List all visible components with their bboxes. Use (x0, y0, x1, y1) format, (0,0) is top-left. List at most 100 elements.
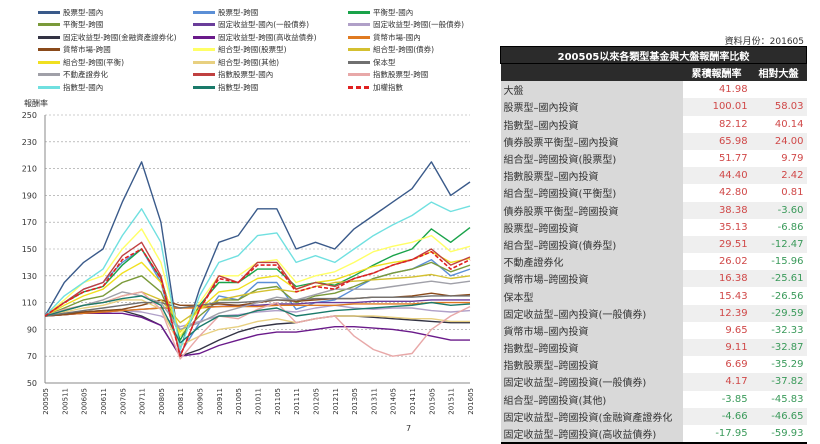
series-line (44, 312, 470, 357)
fund-type-cell: 固定收益型–跨國投資(金融資產證券化 (500, 407, 683, 425)
legend-label: 不動產證券化 (63, 70, 108, 80)
legend-swatch (193, 85, 215, 89)
legend-item: 不動產證券化 (38, 69, 193, 82)
relative-return-cell: -59.93 (771, 428, 804, 440)
legend-label: 股票型-國內 (63, 7, 104, 17)
cumulative-return-cell: 35.13 (718, 221, 748, 233)
series-line (44, 273, 471, 324)
legend-swatch (38, 60, 60, 64)
fund-type-cell: 債券股票平衡型–跨國投資 (500, 201, 683, 219)
cumulative-return-cell: 51.77 (718, 153, 748, 165)
table-row: 指數型–國內投資 82.12 40.14 (500, 115, 807, 133)
legend-label: 固定收益型-跨國(一般債券) (373, 20, 465, 30)
legend-item: 股票型-國內 (38, 6, 193, 19)
legend-label: 組合型-跨國(債券) (373, 45, 435, 55)
header-relative-to-market: 相對大盤 (750, 63, 807, 82)
series-line (44, 161, 471, 351)
x-tick-label: 201311 (370, 388, 378, 415)
x-tick-label: 201405 (390, 388, 398, 415)
table-row: 大盤 41.98 (500, 81, 807, 99)
fund-type-cell: 固定收益型–跨國投資(一般債券) (500, 373, 683, 391)
series-line (44, 301, 470, 317)
y-tick-label: 250 (22, 111, 37, 120)
y-tick-label: 230 (22, 138, 37, 147)
series-line (44, 304, 471, 328)
series-line (44, 309, 470, 357)
legend-item: 平衡型-跨國 (38, 19, 193, 32)
legend-label: 固定收益型-跨國(金融資產證券化) (63, 32, 177, 42)
table-row: 貨幣市場–跨國投資 16.38 -25.61 (500, 270, 807, 288)
cumulative-return-cell: -3.85 (721, 393, 748, 405)
legend-swatch (348, 35, 370, 39)
x-tick-label: 201505 (428, 388, 436, 415)
x-tick-label: 200511 (61, 388, 69, 415)
legend-label: 固定收益型-國內(一般債券) (218, 20, 310, 30)
cumulative-return-cell: 12.39 (682, 304, 751, 322)
relative-return-cell: -6.86 (777, 221, 804, 233)
legend-label: 指數型-國內 (63, 82, 104, 92)
fund-type-cell: 股票型–國內投資 (500, 98, 683, 116)
relative-return-cell: -35.29 (771, 359, 804, 371)
relative-return-cell: -32.87 (750, 339, 807, 357)
cumulative-return-cell: 41.98 (718, 84, 748, 96)
relative-return-cell: -12.47 (750, 235, 807, 254)
cumulative-return-cell: -17.95 (715, 428, 748, 440)
x-tick-label: 201511 (448, 388, 456, 415)
legend-swatch (38, 10, 60, 14)
legend-label: 指數股票型-國內 (218, 70, 274, 80)
legend-swatch (193, 35, 215, 39)
legend-label: 股票型-跨國 (218, 7, 259, 17)
table-row: 債券股票平衡型–國內投資 65.98 24.00 (500, 132, 807, 150)
x-tick-label: 201211 (332, 388, 340, 415)
legend-item: 組合型-跨國(平衡) (38, 56, 193, 69)
series-line (44, 291, 471, 360)
x-tick-label: 201111 (293, 388, 301, 415)
fund-type-cell: 組合型–跨國投資(平衡型) (500, 184, 683, 202)
fund-type-cell: 指數型–國內投資 (500, 115, 683, 133)
cumulative-return-cell: 65.98 (682, 132, 751, 150)
y-tick-label: 50 (27, 379, 37, 388)
legend-item: 平衡型-國內 (348, 6, 498, 19)
fund-type-cell: 不動產證券化 (500, 253, 683, 271)
table-row: 指數股票型–跨國投資 6.69 -35.29 (500, 356, 807, 374)
line-chart: 50 70 90 110 130 150 170 190 210 230 250 200505 2005… (22, 111, 475, 415)
table-row: 組合型–跨國投資(其他) -3.85 -45.83 (500, 390, 807, 408)
legend-item: 保本型 (348, 56, 498, 69)
y-tick-label: 90 (27, 325, 37, 334)
cumulative-return-cell: 9.65 (725, 324, 748, 336)
series-line (44, 227, 471, 341)
relative-return-cell (751, 81, 807, 98)
x-tick-label: 201011 (255, 388, 263, 415)
legend-swatch (348, 23, 370, 27)
header-cell (500, 63, 683, 82)
relative-return-cell: -26.56 (771, 290, 804, 302)
legend-label: 固定收益型-跨國(高收益債券) (218, 32, 317, 42)
cumulative-return-cell: 100.01 (682, 98, 751, 116)
cumulative-return-cell: -4.66 (682, 407, 751, 425)
table-row: 債券股票平衡型–跨國投資 38.38 -3.60 (500, 201, 807, 219)
legend-swatch (348, 85, 370, 89)
legend-item: 固定收益型-跨國(金融資產證券化) (38, 31, 193, 44)
table-row: 股票型–跨國投資 35.13 -6.86 (500, 218, 807, 236)
legend-swatch (38, 85, 60, 89)
fund-type-cell: 指數型–跨國投資 (500, 339, 683, 357)
table-row: 固定收益型–跨國投資(金融資產證券化 -4.66 -46.65 (500, 407, 807, 425)
table-row: 指數股票型–國內投資 44.40 2.42 (500, 167, 807, 185)
series-line (44, 248, 471, 358)
legend-label: 組合型-跨國(其他) (218, 57, 280, 67)
legend-swatch (348, 10, 370, 14)
legend-swatch (348, 48, 370, 52)
y-tick-label: 190 (22, 191, 37, 200)
y-tick-label: 210 (22, 165, 37, 174)
x-tick-label: 201205 (312, 388, 320, 415)
cumulative-return-cell: 26.02 (718, 256, 748, 268)
y-tick-label: 130 (22, 272, 37, 281)
relative-return-cell: -3.60 (750, 201, 807, 219)
x-tick-label: 201605 (467, 388, 475, 415)
x-tick-label: 200811 (177, 388, 185, 415)
y-tick-label: 70 (27, 352, 37, 361)
table-row: 組合型–跨國投資(平衡型) 42.80 0.81 (500, 184, 807, 202)
table-row: 股票型–國內投資 100.01 58.03 (500, 98, 807, 116)
x-tick-label: 200505 (42, 388, 50, 415)
x-tick-label: 200611 (100, 388, 108, 415)
